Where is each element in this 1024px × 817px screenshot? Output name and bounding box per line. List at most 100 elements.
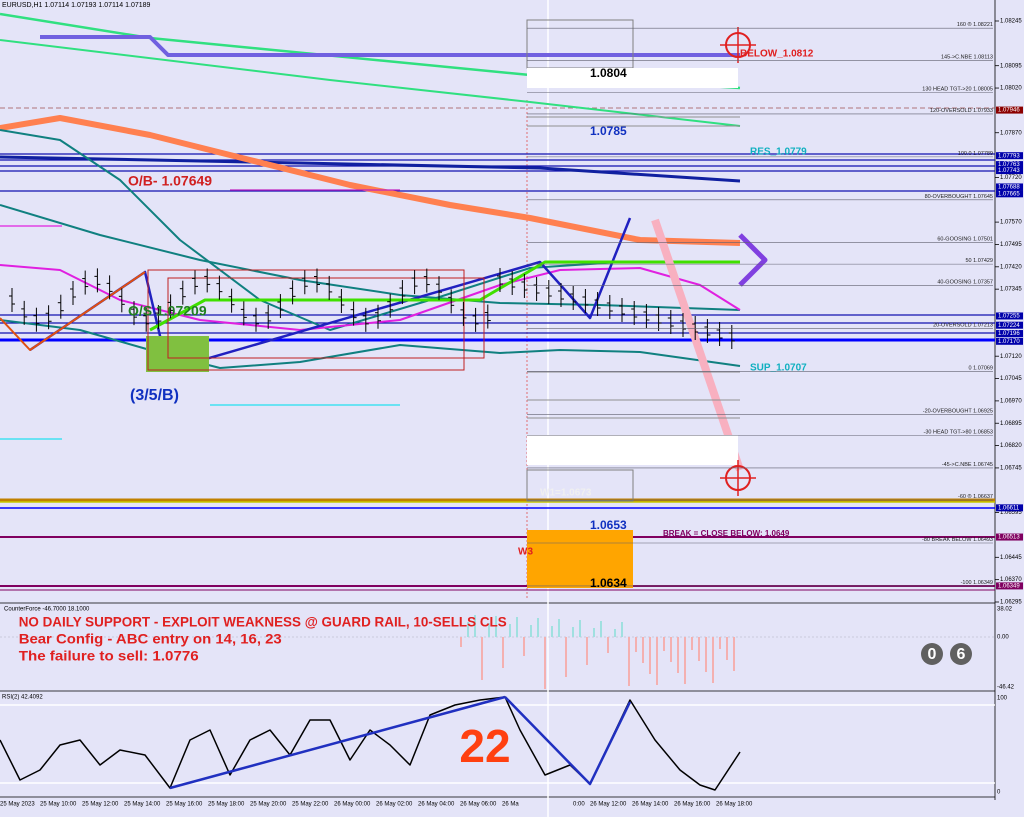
fib-price: 1.06745 <box>973 462 993 468</box>
time-label: 25 May 16:00 <box>166 802 203 808</box>
fib-level: -20-OVERBOUGHT 1.06925 <box>923 409 993 415</box>
histogram-bar <box>474 615 476 637</box>
indicator-axis-label: 38.02 <box>997 607 1013 613</box>
time-label: 26 Ma <box>502 802 519 808</box>
target-box <box>527 68 738 88</box>
chart-line <box>738 233 768 287</box>
time-label: 25 May 10:00 <box>40 802 77 808</box>
price-label: 1.08245 <box>1000 19 1022 25</box>
chart-line <box>0 115 741 246</box>
time-label: 25 May 14:00 <box>124 802 161 808</box>
fib-name: 120-OVERSOLD <box>930 108 972 114</box>
time-label: 0:00 <box>573 802 585 808</box>
histogram-bar <box>579 620 581 637</box>
fib-level: -30 HEAD TGT->80 1.06853 <box>924 430 993 436</box>
fib-level: -45->C.NBE 1.06745 <box>942 462 993 468</box>
price-label: 1.07870 <box>1000 130 1022 136</box>
fib-level: 20-OVERSOLD 1.07213 <box>933 323 993 329</box>
histogram-bar <box>663 637 665 651</box>
price-label: 1.07420 <box>1000 264 1022 270</box>
histogram-bar <box>495 616 497 637</box>
histogram-bar <box>705 637 707 672</box>
fib-price: 1.08113 <box>974 55 993 61</box>
histogram-bar <box>488 623 490 637</box>
price-tag-label: 1.06349 <box>998 583 1020 589</box>
time-label: 25 May 2023 <box>0 802 35 808</box>
chart-line <box>0 264 741 331</box>
histogram-bar <box>516 617 518 637</box>
price-label: 1.07120 <box>1000 354 1022 360</box>
histogram-bar <box>719 637 721 649</box>
price-label: 1.06745 <box>1000 466 1022 472</box>
price-tag <box>996 106 1023 114</box>
fib-name: -30 HEAD TGT->80 <box>924 430 972 436</box>
histogram-bar <box>509 624 511 637</box>
histogram-bar <box>621 622 623 637</box>
fib-name: 145->C.NBE <box>941 55 972 61</box>
price-label: 1.06970 <box>1000 398 1022 404</box>
header: EURUSD,H1 1.07114 1.07193 1.07114 1.0718… <box>2 2 151 9</box>
chart-line <box>651 218 744 472</box>
histogram-bar <box>677 637 679 673</box>
histogram-bar <box>572 627 574 637</box>
histogram-bar <box>649 637 651 674</box>
histogram-bar <box>537 618 539 637</box>
price-tag <box>996 161 1023 169</box>
chart-line <box>0 155 741 183</box>
target-box <box>527 435 738 465</box>
histogram-bar <box>481 637 483 680</box>
fib-name: 130 HEAD TGT->20 <box>922 87 971 93</box>
fib-name: 0 <box>969 366 972 372</box>
chart-line <box>0 204 741 311</box>
histogram-bar <box>628 637 630 686</box>
price-tag-label: 1.07170 <box>998 339 1020 345</box>
price-tag-label: 1.06513 <box>998 535 1020 541</box>
histogram-bar <box>565 637 567 677</box>
price-tag-label: 1.07255 <box>998 314 1020 320</box>
fib-name: -100 <box>961 580 972 586</box>
price-tag <box>996 582 1023 590</box>
price-label: 1.06895 <box>1000 421 1022 427</box>
price-tag <box>996 167 1023 175</box>
annotation: RES_1.0779 <box>750 147 807 158</box>
fib-price: 1.07645 <box>973 194 993 200</box>
chart-line <box>0 319 741 369</box>
fib-price: 1.07213 <box>973 323 993 329</box>
fib-price: 1.06349 <box>973 580 993 586</box>
annotation: 1.0785 <box>590 124 627 138</box>
note: The failure to sell: 1.0776 <box>19 648 199 664</box>
fib-price: 1.06853 <box>973 430 993 436</box>
histogram-bar <box>684 637 686 684</box>
histogram-bar <box>726 637 728 660</box>
price-tag-label: 1.07793 <box>998 153 1020 159</box>
time-label: 26 May 02:00 <box>376 802 413 808</box>
ohlc: 1.07114 1.07193 1.07114 1.07189 <box>44 2 150 9</box>
price-label: 1.06595 <box>1000 510 1022 516</box>
annotation: O/S 1.07209 <box>128 303 207 319</box>
time-label: 26 May 04:00 <box>418 802 455 808</box>
fib-price: 1.07789 <box>973 151 993 157</box>
price-tag <box>996 533 1023 541</box>
histogram-bar <box>691 637 693 650</box>
rsi-axis-label: 100 <box>997 696 1008 702</box>
annotation: 1.0634 <box>590 576 627 590</box>
annotation: O/B- 1.07649 <box>128 173 212 189</box>
histogram-bar <box>656 637 658 685</box>
histogram-bar <box>635 637 637 652</box>
rsi-axis-label: 0 <box>997 790 1001 796</box>
price-tag-label: 1.07743 <box>998 168 1020 174</box>
price-label: 1.07045 <box>1000 376 1022 382</box>
fib-price: 1.07069 <box>973 366 993 372</box>
price-tag <box>996 183 1023 191</box>
histogram-bar <box>607 637 609 653</box>
fib-name: 60-GOOSING <box>937 237 971 243</box>
fib-name: 20-OVERSOLD <box>933 323 972 329</box>
indicator-axis-label: 0.00 <box>997 635 1009 641</box>
annotation: W1=1.0673 <box>540 488 592 499</box>
fib-level: -80 BREAK BELOW 1.06493 <box>922 537 993 543</box>
time-label: 26 May 00:00 <box>334 802 371 808</box>
histogram-bar <box>614 629 616 637</box>
symbol: EURUSD,H1 <box>2 2 43 9</box>
